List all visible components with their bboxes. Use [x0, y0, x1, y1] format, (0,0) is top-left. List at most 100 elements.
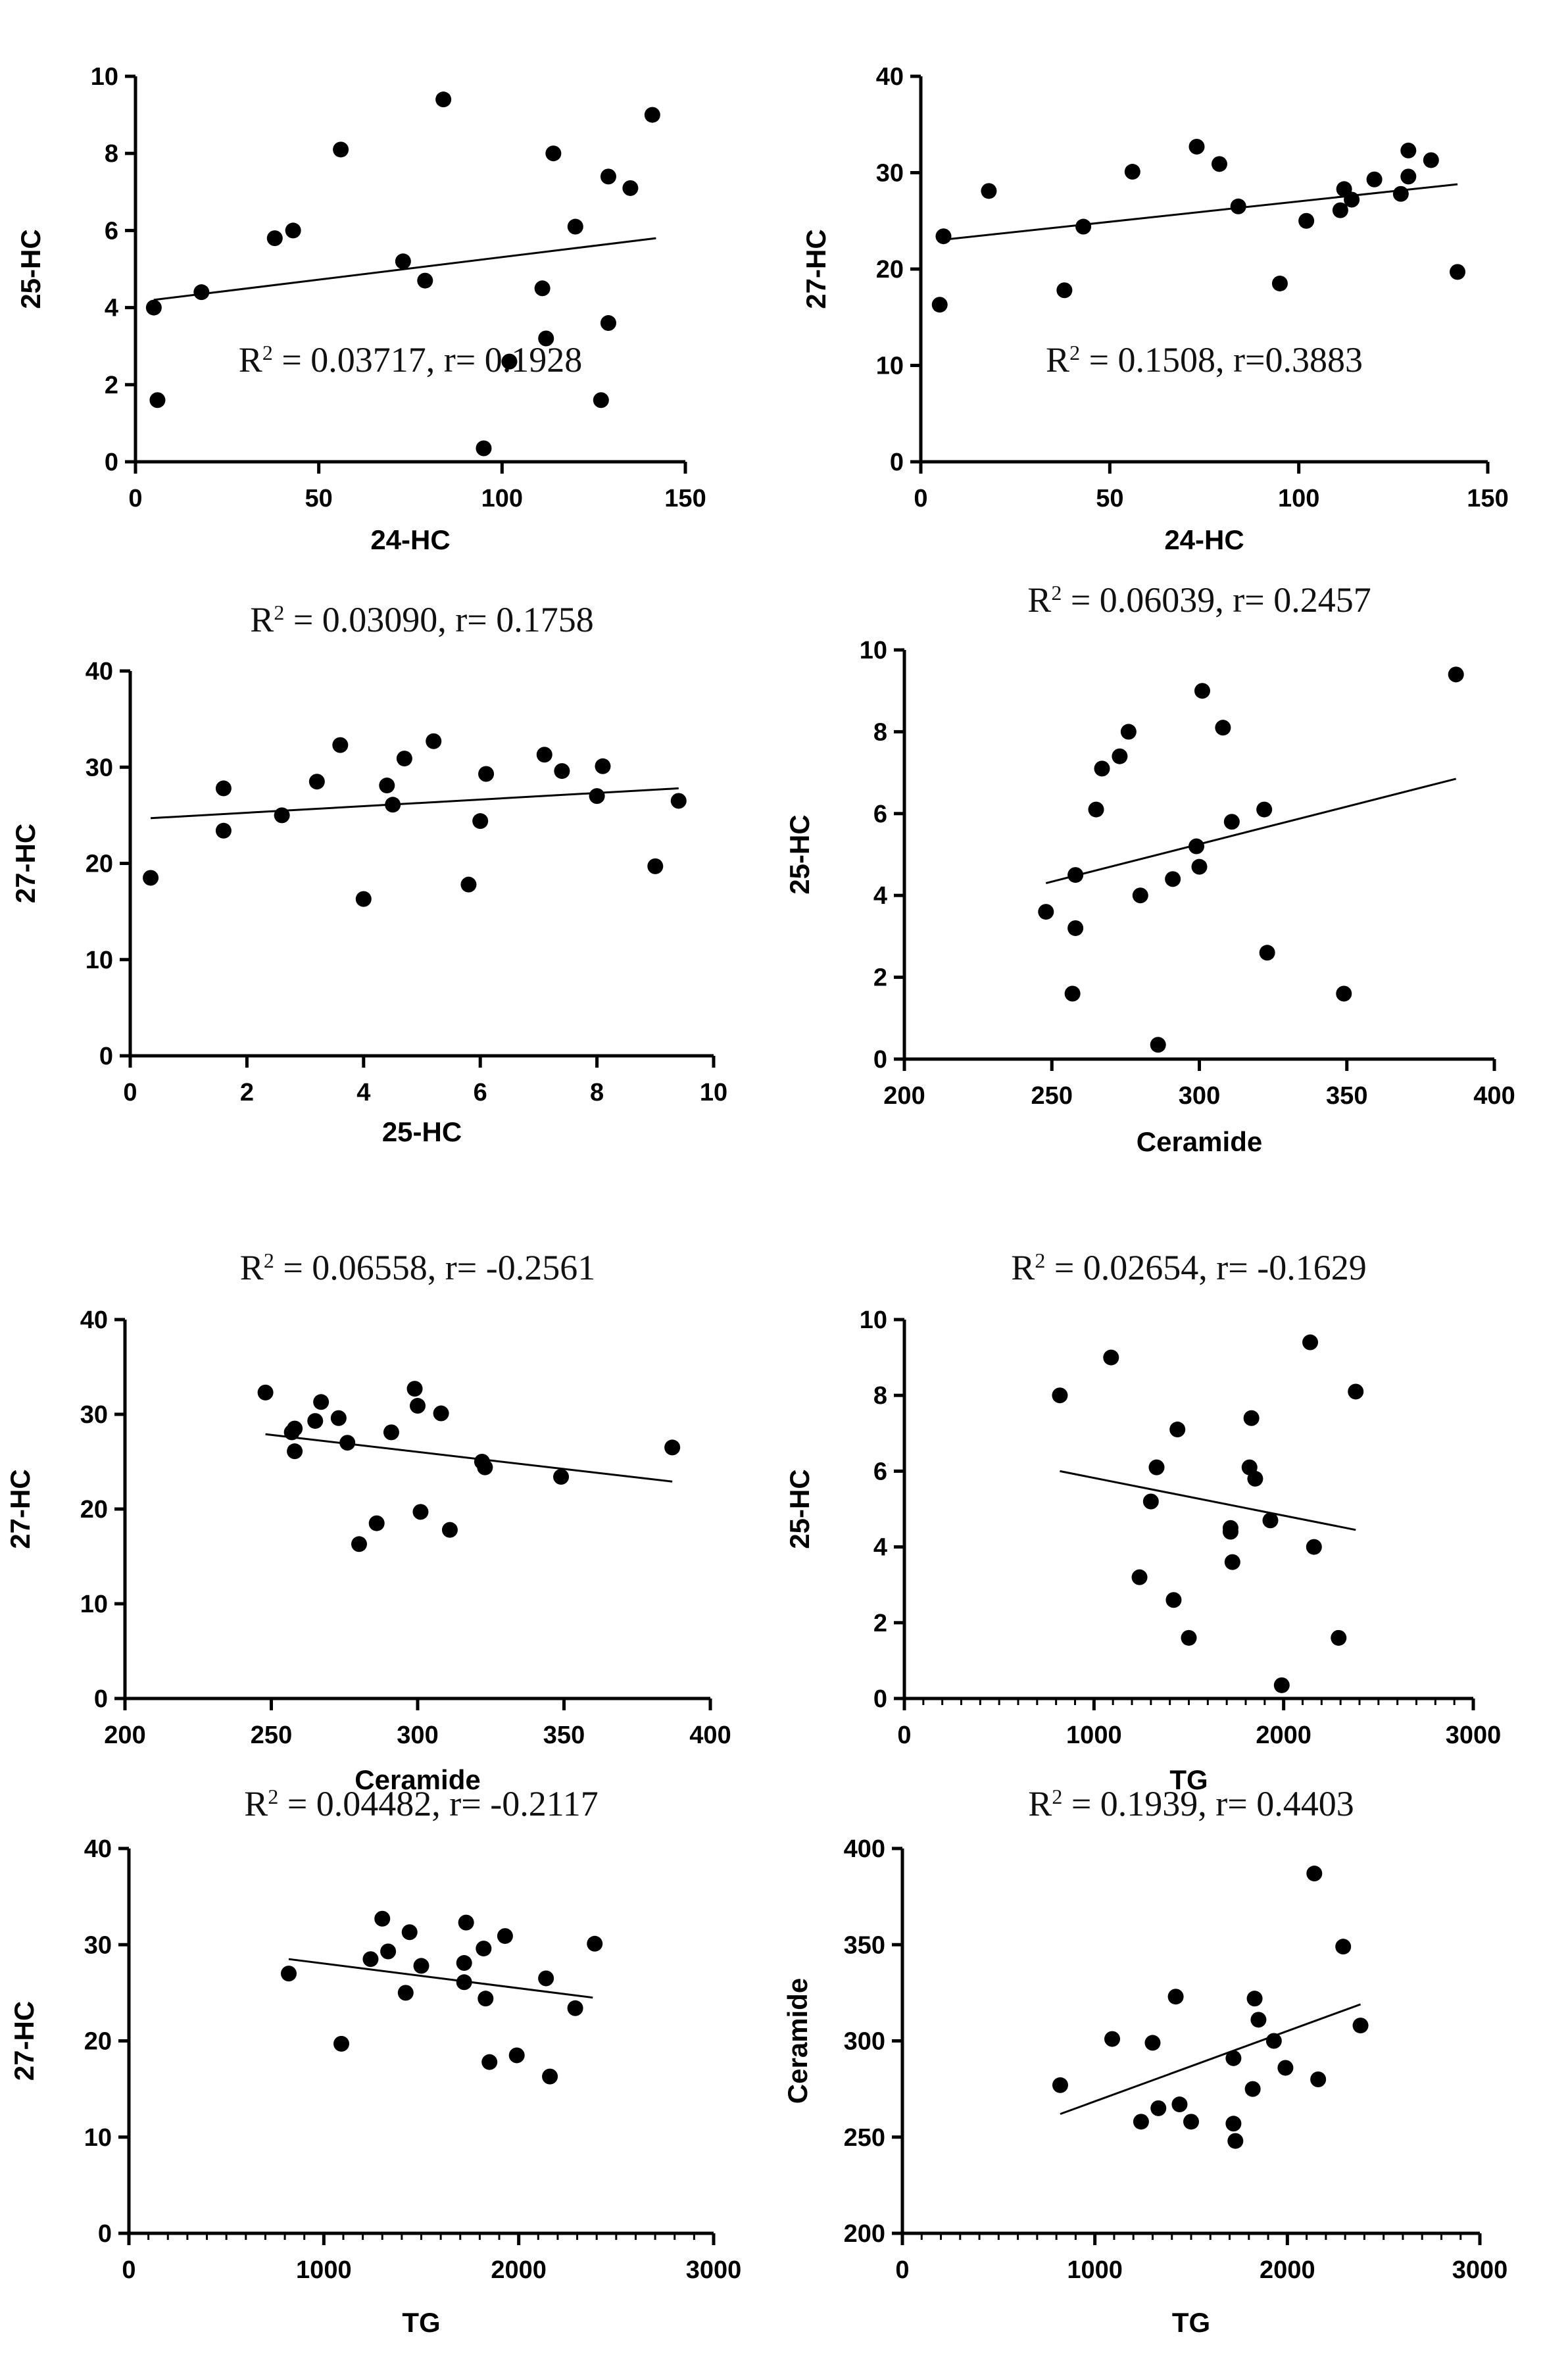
y-tick-label: 300 [844, 2028, 885, 2056]
y-tick-label: 6 [873, 1458, 887, 1485]
x-tick-label: 8 [590, 1079, 604, 1106]
title-stats: = 0.1939, r= 0.4403 [1062, 1784, 1354, 1823]
scatter-panel-2: R2 = 0.1508, r=0.3883 0 10 20 30 40 0 50 100 150 2… [800, 63, 1509, 555]
data-point [257, 1384, 274, 1401]
title-r: R [240, 1248, 264, 1287]
data-point [1167, 1989, 1184, 2005]
data-point [1230, 198, 1246, 214]
x-tick-label: 300 [397, 1722, 438, 1749]
data-point [441, 1522, 458, 1538]
data-point [664, 1439, 681, 1456]
data-point [435, 91, 452, 108]
data-point [476, 440, 492, 457]
title-r: R [239, 340, 262, 380]
y-tick-label: 4 [105, 295, 118, 322]
title-superscript: 2 [262, 341, 273, 364]
data-point [1400, 168, 1417, 185]
data-point [1112, 748, 1128, 764]
y-tick-label: 10 [91, 63, 118, 91]
data-point [1165, 871, 1181, 887]
data-point [1348, 1383, 1364, 1400]
y-tick-label: 10 [876, 353, 904, 380]
scatter-panel-8: R2 = 0.1939, r= 0.4403 200 250 300 350 400 0 10… [782, 1784, 1507, 2338]
data-point [1052, 1387, 1068, 1404]
data-point [308, 774, 325, 790]
y-tick-label: 40 [84, 1835, 112, 1863]
chart-title: R2 = 0.02654, r= -0.1629 [1011, 1248, 1366, 1287]
data-point [1211, 156, 1227, 172]
data-point [395, 253, 411, 270]
data-point [285, 222, 301, 239]
x-tick-label: 350 [543, 1722, 585, 1749]
data-point [1052, 2077, 1068, 2093]
data-point [355, 891, 372, 907]
y-tick-label: 20 [80, 1496, 108, 1524]
data-point [1094, 760, 1110, 777]
title-r: R [1028, 1784, 1052, 1823]
y-tick-label: 8 [873, 718, 887, 746]
y-tick-label: 6 [873, 801, 887, 828]
data-point [1038, 904, 1054, 920]
data-point [622, 180, 639, 196]
data-point [534, 280, 551, 297]
x-tick-label: 0 [895, 2256, 909, 2284]
y-tick-label: 10 [860, 1306, 887, 1334]
y-tick-label: 40 [80, 1306, 108, 1334]
data-point [313, 1394, 330, 1410]
data-point [587, 1935, 603, 1952]
data-point [476, 1941, 492, 1957]
data-point [1306, 1866, 1323, 1882]
data-point [1131, 1569, 1148, 1585]
data-point [538, 330, 554, 347]
y-tick-label: 2 [105, 372, 118, 399]
data-point [274, 807, 290, 824]
y-axis-label: 27-HC [9, 2001, 39, 2081]
data-point [1064, 985, 1081, 1002]
data-point [1366, 171, 1383, 187]
data-point [1223, 814, 1240, 830]
data-point [307, 1413, 324, 1429]
data-point [149, 392, 166, 409]
data-point [1332, 202, 1348, 218]
title-r: R [244, 1784, 268, 1823]
data-point [1120, 724, 1137, 740]
data-point [433, 1405, 449, 1422]
title-stats: = 0.04482, r= -0.2117 [278, 1784, 598, 1823]
data-point [1335, 1939, 1352, 1955]
data-point [1088, 801, 1104, 818]
x-tick-label: 250 [251, 1722, 292, 1749]
data-point [396, 751, 412, 767]
title-superscript: 2 [1069, 341, 1080, 364]
chart-title: R2 = 0.03717, r= 0.1928 [239, 340, 582, 380]
chart-title: R2 = 0.1508, r=0.3883 [1046, 340, 1363, 380]
data-point [508, 2047, 525, 2064]
data-point [1271, 275, 1288, 291]
data-point [478, 1991, 494, 2007]
data-point [1262, 1512, 1279, 1529]
x-axis-label: Ceramide [355, 1764, 480, 1795]
data-point [600, 315, 616, 332]
title-r: R [1046, 340, 1069, 380]
title-superscript: 2 [1035, 1249, 1045, 1272]
x-tick-label: 1000 [1067, 2256, 1123, 2284]
data-point [1423, 152, 1439, 168]
y-axis-label: 25-HC [15, 229, 46, 309]
data-point [1302, 1334, 1319, 1351]
x-tick-label: 300 [1179, 1082, 1220, 1110]
data-point [1215, 720, 1231, 736]
y-tick-label: 30 [86, 754, 113, 781]
data-point [670, 793, 687, 809]
data-point [472, 813, 489, 830]
data-point [1103, 1349, 1119, 1366]
data-point [287, 1420, 303, 1437]
data-point [397, 1985, 414, 2001]
y-tick-label: 0 [873, 1046, 887, 1074]
y-tick-label: 30 [80, 1401, 108, 1429]
data-point [1056, 282, 1073, 299]
y-tick-label: 0 [105, 449, 118, 476]
data-point [1450, 264, 1466, 280]
data-point [481, 2054, 498, 2070]
x-tick-label: 1000 [296, 2256, 352, 2284]
